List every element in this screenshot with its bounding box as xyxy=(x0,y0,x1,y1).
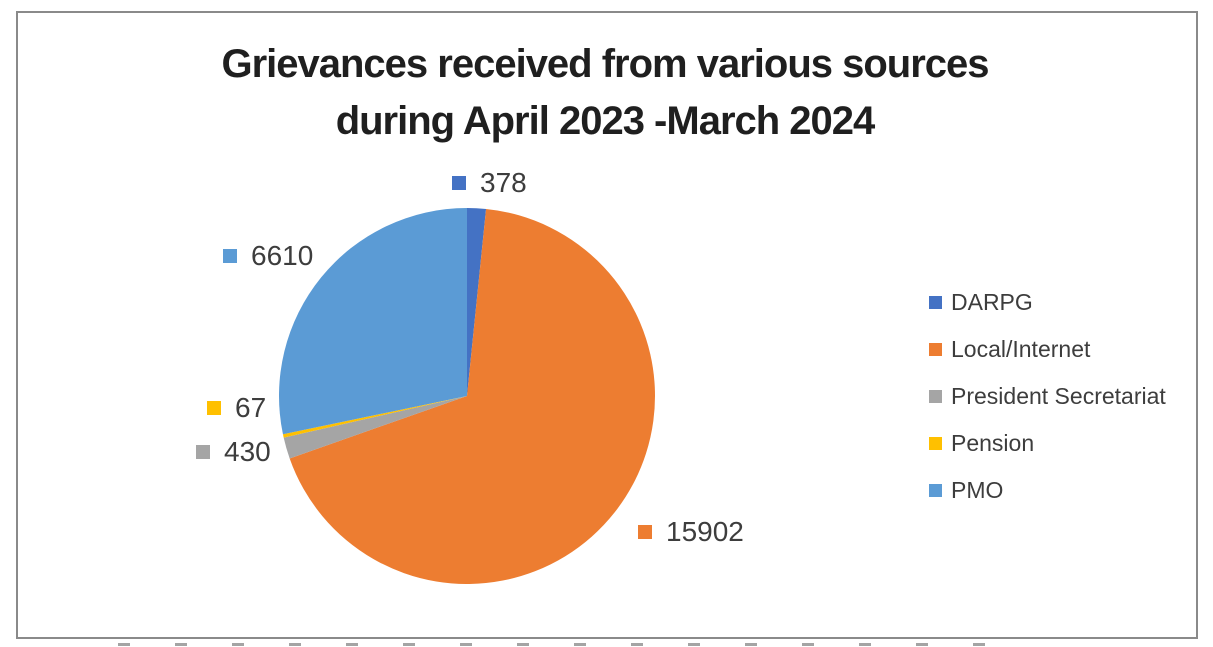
cropped-caption-remnant xyxy=(118,643,1003,646)
pie-slice-darpg xyxy=(467,208,487,396)
legend-label-pension: Pension xyxy=(951,429,1035,456)
pie-slice-pension xyxy=(282,396,467,438)
data-label-value-pension: 67 xyxy=(235,392,267,423)
data-label-darpg: 378 xyxy=(452,167,527,198)
chart-title: Grievances received from various sources… xyxy=(65,36,1145,150)
data-label-value-president-secretariat: 430 xyxy=(224,436,271,467)
pie-slice-local-internet xyxy=(289,208,655,584)
legend: DARPG Local/Internet President Secretariat… xyxy=(929,288,1166,526)
pie-chart xyxy=(279,208,655,584)
legend-label-pmo: PMO xyxy=(951,476,1004,503)
legend-label-local-internet: Local/Internet xyxy=(951,335,1091,362)
data-label-pension: 67 xyxy=(207,392,267,423)
legend-swatch-icon-pension xyxy=(929,436,942,450)
legend-swatch-icon-darpg xyxy=(929,295,942,309)
data-label-local-internet: 15902 xyxy=(638,516,744,547)
data-label-marker-icon-pension xyxy=(207,401,221,415)
pie-slice-president-secretariat xyxy=(283,396,467,459)
legend-swatch-icon-president-secretariat xyxy=(929,389,942,403)
data-label-marker-icon-local-internet xyxy=(638,525,652,539)
data-label-marker-icon-darpg xyxy=(452,176,466,190)
data-label-value-local-internet: 15902 xyxy=(666,516,744,547)
data-label-marker-icon-pmo xyxy=(223,249,237,263)
chart-title-line2: during April 2023 -March 2024 xyxy=(335,99,876,143)
legend-item-local-internet: Local/Internet xyxy=(929,335,1166,362)
legend-swatch-icon-local-internet xyxy=(929,342,942,356)
data-label-value-darpg: 378 xyxy=(480,167,527,198)
data-label-value-pmo: 6610 xyxy=(251,240,314,271)
legend-item-president-secretariat: President Secretariat xyxy=(929,382,1166,409)
legend-item-pension: Pension xyxy=(929,429,1166,456)
data-label-president-secretariat: 430 xyxy=(196,436,271,467)
data-label-pmo: 6610 xyxy=(223,240,314,271)
legend-label-darpg: DARPG xyxy=(951,288,1033,315)
pie-slice-pmo xyxy=(279,208,467,435)
data-label-marker-icon-president-secretariat xyxy=(196,445,210,459)
legend-item-darpg: DARPG xyxy=(929,288,1166,315)
legend-label-president-secretariat: President Secretariat xyxy=(951,382,1166,409)
legend-item-pmo: PMO xyxy=(929,476,1166,503)
chart-title-line1: Grievances received from various sources xyxy=(221,42,989,86)
legend-swatch-icon-pmo xyxy=(929,483,942,497)
